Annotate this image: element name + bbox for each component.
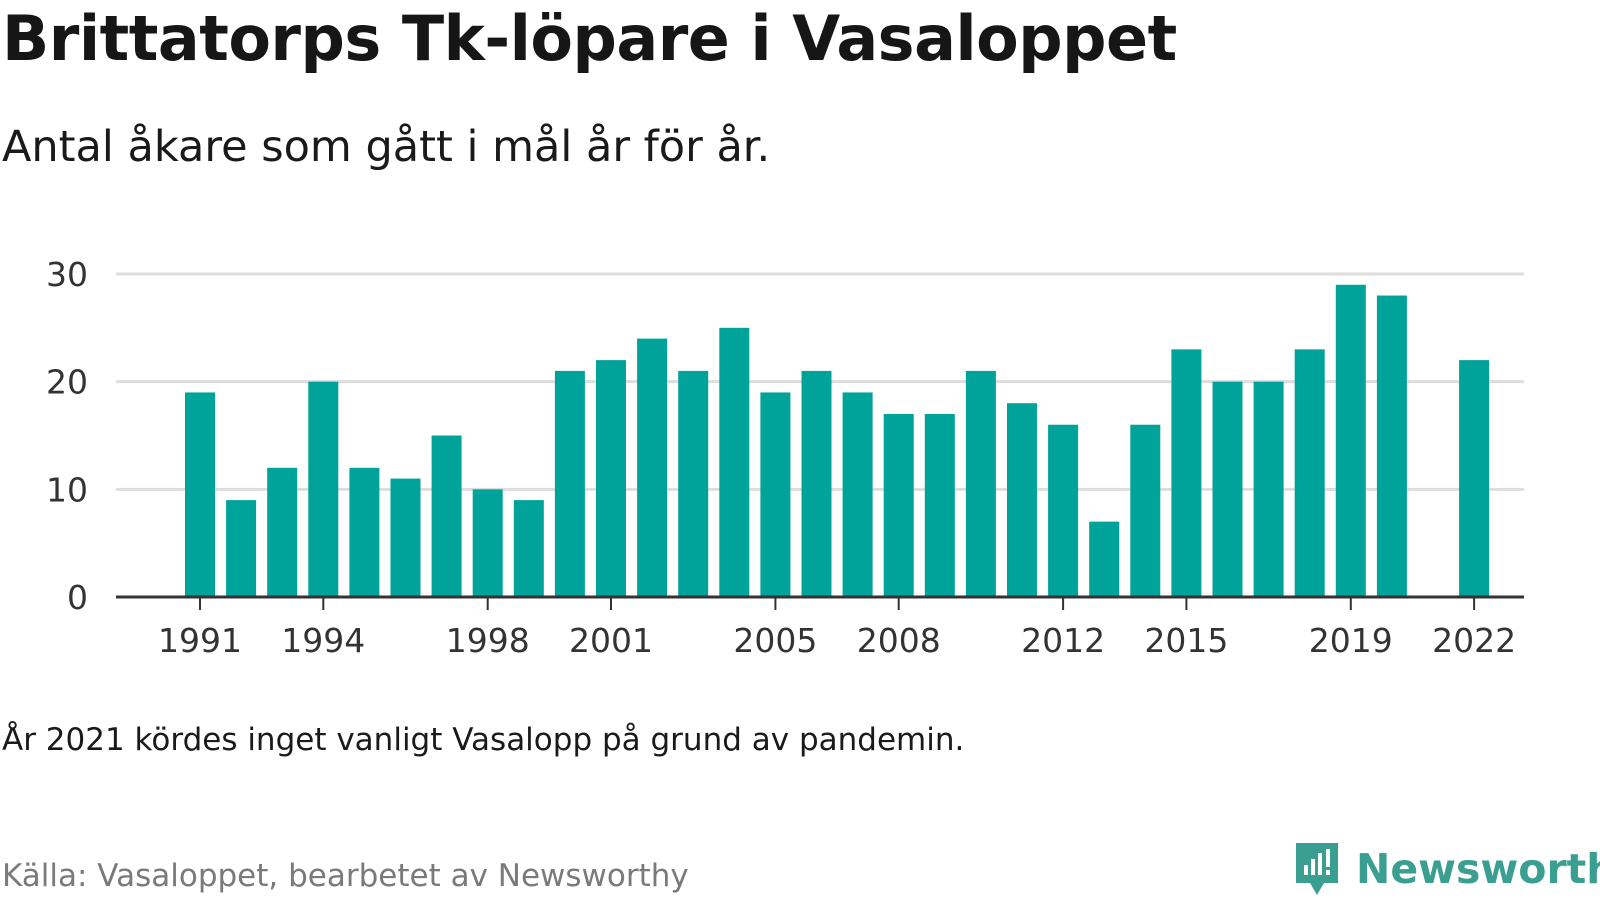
source-credit: Källa: Vasaloppet, bearbetet av Newswort… xyxy=(2,858,689,894)
axes: 0 10 20 30 1991 1994 1998 2001 2005 2008 2012 2015 2… xyxy=(46,255,1524,660)
bar-2019 xyxy=(1335,284,1366,597)
bar-1992 xyxy=(226,500,257,597)
brand-name: Newsworthy xyxy=(1356,845,1600,893)
bars xyxy=(185,284,1490,597)
bar-2001 xyxy=(596,360,626,597)
bar-2007 xyxy=(842,392,873,597)
bar-2015 xyxy=(1171,349,1202,597)
bar-2012 xyxy=(1048,424,1079,597)
y-tick-label: 0 xyxy=(67,578,88,617)
bar-1996 xyxy=(390,478,421,597)
bar-2017 xyxy=(1253,381,1284,597)
x-tick-label: 2015 xyxy=(1144,621,1228,660)
bar-2008 xyxy=(883,413,914,597)
bar-2006 xyxy=(801,370,832,597)
x-tick-label: 2019 xyxy=(1309,621,1393,660)
bar-2022 xyxy=(1459,360,1490,597)
bar-2002 xyxy=(637,338,668,597)
bar-1997 xyxy=(431,435,462,597)
bar-1994 xyxy=(308,381,339,597)
bar-1993 xyxy=(267,467,298,597)
x-tick-label: 1991 xyxy=(158,621,242,660)
x-tick-label: 2005 xyxy=(733,621,817,660)
bar-2020 xyxy=(1376,295,1407,597)
bar-2004 xyxy=(719,327,750,597)
bar-2005 xyxy=(760,392,791,597)
chart-subtitle: Antal åkare som gått i mål år för år. xyxy=(2,122,771,172)
bar-2000 xyxy=(554,370,585,597)
y-tick-label: 30 xyxy=(46,255,88,294)
bar-2016 xyxy=(1212,381,1243,597)
x-tick-label: 2001 xyxy=(569,621,653,660)
bar-1998 xyxy=(472,489,503,597)
x-tick-label: 2022 xyxy=(1432,621,1516,660)
bar-1995 xyxy=(349,467,380,597)
bar-chart: 0 10 20 30 1991 1994 1998 2001 2005 2008 2012 2015 2… xyxy=(46,255,1524,660)
x-tick-label: 2012 xyxy=(1021,621,1105,660)
bar-2009 xyxy=(924,413,955,597)
brand-logo: Newsworthy xyxy=(1292,838,1600,900)
newsworthy-logo-icon xyxy=(1296,843,1338,895)
bar-2003 xyxy=(678,370,709,597)
bar-2018 xyxy=(1294,349,1325,597)
bar-2014 xyxy=(1130,424,1161,597)
y-tick-label: 20 xyxy=(46,363,88,402)
x-tick-label: 2008 xyxy=(857,621,941,660)
bar-2011 xyxy=(1007,403,1037,597)
bar-2010 xyxy=(965,370,996,597)
chart-title: Brittatorps Tk-löpare i Vasaloppet xyxy=(2,2,1177,75)
x-tick-label: 1998 xyxy=(446,621,530,660)
y-tick-label: 10 xyxy=(46,470,88,509)
bar-1991 xyxy=(185,392,215,597)
bar-2013 xyxy=(1089,521,1120,597)
footnote: År 2021 kördes inget vanligt Vasalopp på… xyxy=(2,722,965,758)
bar-1999 xyxy=(513,500,544,597)
x-tick-label: 1994 xyxy=(281,621,365,660)
